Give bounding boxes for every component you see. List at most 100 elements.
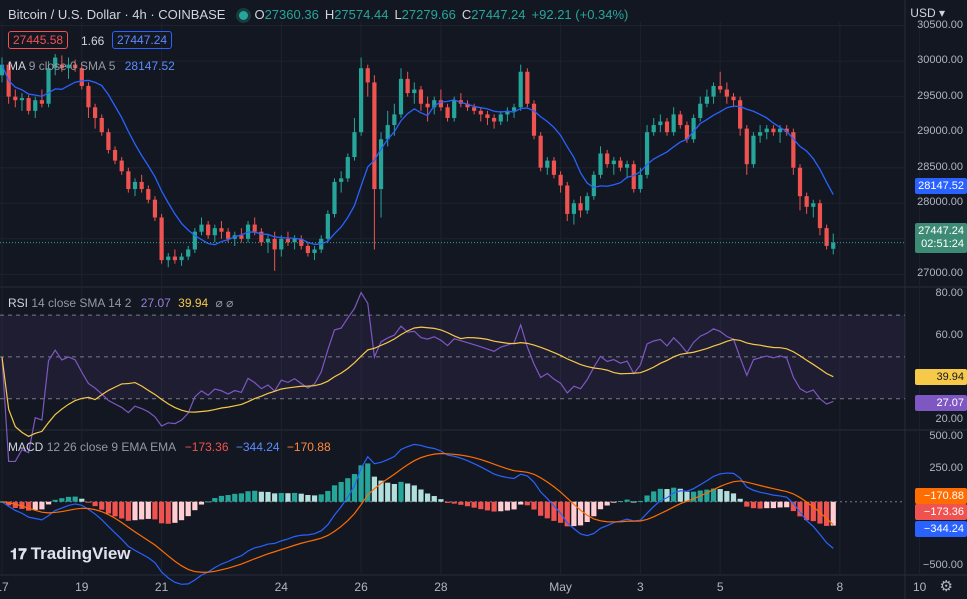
settings-icon[interactable]: ⚙: [939, 578, 953, 595]
candle-body: [518, 71, 523, 108]
candle-body: [718, 85, 723, 90]
candle-body: [259, 231, 264, 243]
candle-body: [212, 228, 217, 236]
candle-body: [598, 153, 603, 175]
macd-hist-bar: [52, 499, 58, 502]
rsi-sma-value: 39.94: [178, 296, 209, 310]
macd-name: MACD: [8, 440, 44, 454]
candle-body: [698, 103, 703, 118]
rsi-tick-label: 20.00: [935, 412, 963, 425]
macd-hist-bar: [212, 498, 218, 502]
macd-hist-bar: [730, 493, 737, 502]
macd-tick-label: 500.00: [929, 430, 963, 443]
macd-hist-bar: [790, 501, 796, 512]
macd-hist-bar: [478, 501, 484, 510]
sell-price-button[interactable]: 27445.58: [8, 31, 69, 49]
macd-hist-bar: [272, 493, 278, 502]
candle-body: [86, 85, 91, 108]
candle-body: [777, 128, 783, 133]
symbol-title[interactable]: Bitcoin / U.S. Dollar · 4h · COINBASE: [8, 7, 226, 22]
candle-body: [53, 57, 58, 69]
macd-legend[interactable]: MACD 12 26 close 9 EMA EMA −173.36 −344.…: [8, 440, 331, 454]
rsi-sma-line: [1, 326, 834, 438]
macd-hist-bar: [172, 501, 178, 523]
market-status-icon: [239, 11, 249, 21]
chart-header: Bitcoin / U.S. Dollar · 4h · COINBASE O27…: [8, 7, 634, 22]
macd-hist-bar: [591, 501, 597, 517]
macd-hist-bar: [498, 501, 504, 512]
candle-body: [339, 178, 344, 182]
macd-hist-bar: [444, 501, 451, 503]
macd-hist-bar: [784, 501, 790, 508]
price-tick-label: 29500.00: [917, 89, 963, 102]
ma-legend[interactable]: MA 9 close 0 SMA 5 28147.52: [8, 59, 175, 73]
candle-body: [704, 96, 709, 104]
macd-hist-bar: [538, 501, 544, 516]
candle-body: [239, 235, 244, 239]
x-tick-label: 8: [836, 580, 844, 594]
candle-body: [73, 64, 78, 69]
macd-tick-label: −500.00: [922, 559, 963, 572]
candle-body: [425, 103, 430, 108]
macd-hist-bar: [744, 501, 750, 507]
ma-line: [1, 64, 834, 246]
candle-body: [392, 114, 397, 126]
macd-hist-bar: [225, 495, 231, 502]
candle-body: [525, 71, 530, 104]
rsi-legend[interactable]: RSI 14 close SMA 14 2 27.07 39.94 ⌀ ⌀: [8, 296, 233, 310]
candle-body: [811, 203, 816, 207]
macd-hist-bar: [617, 501, 624, 503]
macd-hist-bar: [119, 501, 125, 519]
macd-line-value: −344.24: [235, 440, 280, 454]
macd-hist-tag: −173.36: [915, 504, 967, 520]
macd-hist-bar: [717, 489, 723, 502]
candle-body: [678, 114, 683, 126]
macd-hist-bar: [604, 501, 610, 506]
candle-body: [651, 125, 656, 133]
macd-hist-bar: [458, 501, 464, 505]
currency-label: USD: [910, 6, 936, 20]
macd-hist-bar: [398, 481, 404, 502]
currency-selector[interactable]: USD ▾: [910, 6, 945, 20]
macd-hist-bar: [777, 501, 783, 508]
candle-body: [192, 231, 197, 250]
candle-body: [186, 249, 191, 257]
price-tick-label: 29000.00: [917, 125, 963, 138]
macd-hist-bar: [358, 465, 364, 502]
candle-body: [265, 238, 271, 243]
candle-body: [644, 132, 650, 175]
macd-hist-bar: [571, 501, 577, 527]
candle-body: [93, 107, 98, 118]
candle-body: [511, 107, 517, 111]
macd-hist-bar: [504, 501, 510, 511]
macd-hist-bar: [6, 501, 12, 506]
candle-body: [19, 98, 25, 101]
candle-body: [631, 164, 636, 190]
rsi-sma-tag: 39.94: [915, 369, 967, 385]
macd-hist-bar: [205, 501, 211, 503]
macd-hist-bar: [165, 501, 171, 524]
macd-params: 12 26 close 9 EMA EMA: [46, 440, 176, 454]
candle-body: [551, 160, 557, 175]
buy-price-button[interactable]: 27447.24: [112, 31, 173, 49]
ma-name: MA: [8, 59, 26, 73]
macd-hist-bar: [584, 501, 590, 523]
macd-hist-bar: [691, 491, 697, 502]
macd-hist-bar: [671, 487, 677, 502]
macd-hist-bar: [664, 489, 670, 502]
candle-body: [591, 174, 596, 197]
candle-body: [412, 89, 417, 94]
macd-hist-bar: [79, 498, 85, 502]
price-tick-label: 30500.00: [917, 18, 963, 31]
candle-body: [126, 171, 131, 190]
open-label: O: [254, 7, 265, 22]
macd-hist-bar: [338, 481, 344, 502]
tradingview-logo[interactable]: 𝟏𝟕 TradingView: [10, 544, 131, 564]
candle-body: [206, 224, 211, 236]
macd-hist-bar: [72, 496, 78, 502]
hidden-icon: ⌀ ⌀: [215, 296, 234, 310]
macd-signal-value: −170.88: [286, 440, 331, 454]
change-value: +92.21 (+0.34%): [531, 7, 629, 22]
candle-body: [684, 125, 690, 140]
